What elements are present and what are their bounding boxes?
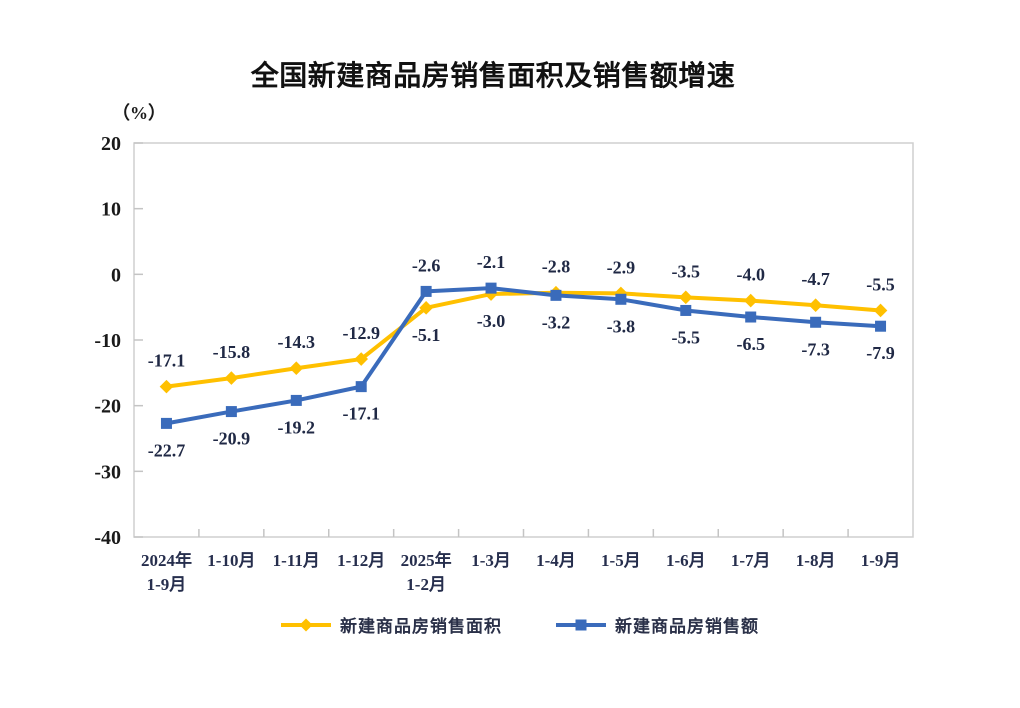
x-category-label: 1-4月 xyxy=(536,551,576,570)
legend-line-square-icon xyxy=(556,619,606,630)
y-tick-label: -30 xyxy=(94,461,121,483)
data-point-marker-diamond xyxy=(808,298,823,312)
data-label: -2.8 xyxy=(542,257,571,277)
x-category-label: 1-3月 xyxy=(471,551,511,570)
series-line-sales-area xyxy=(166,290,881,389)
data-label: -4.7 xyxy=(801,269,830,289)
data-point-marker-square xyxy=(680,304,692,316)
x-category-label-line: 1-10月 xyxy=(207,551,255,570)
data-label: -22.7 xyxy=(148,440,186,460)
chart-title: 全国新建商品房销售面积及销售额增速 xyxy=(250,60,736,91)
data-point-marker-square xyxy=(875,320,887,332)
x-category-label: 1-9月 xyxy=(861,551,901,570)
data-label: -2.9 xyxy=(607,257,636,277)
data-point-marker-diamond xyxy=(419,301,433,315)
data-label: -15.8 xyxy=(213,342,251,362)
y-tick-label: -40 xyxy=(94,527,121,549)
data-point-marker-diamond xyxy=(678,290,693,305)
x-category-label: 2025年 1-2月 xyxy=(401,550,452,594)
x-category-label-line: 2024年 xyxy=(141,550,192,570)
x-category-label: 1-8月 xyxy=(796,551,836,570)
data-label: -2.1 xyxy=(477,252,506,272)
series-line-sales-value xyxy=(166,286,881,426)
data-point-marker-square xyxy=(420,285,432,297)
data-point-marker-square xyxy=(485,282,497,294)
x-category-label: 1-12月 xyxy=(337,551,385,570)
data-label: -7.9 xyxy=(866,343,895,363)
data-label: -12.9 xyxy=(342,323,380,343)
data-point-marker-square xyxy=(355,381,367,393)
data-label: -4.0 xyxy=(736,265,765,285)
data-point-marker-diamond xyxy=(289,361,304,376)
x-category-label: 1-10月 xyxy=(207,551,255,570)
y-axis-unit-label: （%） xyxy=(112,103,166,123)
data-point-marker-diamond xyxy=(743,293,758,308)
data-label: -3.5 xyxy=(672,261,701,281)
x-category-label-line: 1-9月 xyxy=(147,575,187,594)
x-category-label: 1-11月 xyxy=(273,551,320,570)
legend-diamond-icon xyxy=(299,618,313,631)
x-category-label-line: 1-9月 xyxy=(861,551,901,570)
data-label: -7.3 xyxy=(801,339,830,359)
x-category-label: 1-6月 xyxy=(666,551,706,570)
data-point-marker-square xyxy=(615,293,627,305)
x-category-label-line: 2025年 xyxy=(401,550,452,570)
data-point-marker-square xyxy=(810,316,822,328)
legend-label-sales-value: 新建商品房销售额 xyxy=(615,617,759,636)
x-category-label-line: 1-5月 xyxy=(601,551,641,570)
y-tick-label: -20 xyxy=(94,396,121,418)
x-category-label-line: 1-2月 xyxy=(406,575,446,594)
data-point-marker-diamond xyxy=(224,371,239,385)
data-label: -20.9 xyxy=(213,429,251,449)
plot-frame xyxy=(133,142,914,538)
y-tick-label: 0 xyxy=(111,264,121,286)
legend: 新建商品房销售面积 新建商品房销售额 xyxy=(0,612,1020,637)
data-point-marker-diamond xyxy=(873,303,888,318)
data-label: -5.1 xyxy=(412,325,441,345)
x-category-label-line: 1-8月 xyxy=(796,551,836,570)
y-tick-label: 20 xyxy=(101,133,121,155)
x-category-label-line: 1-11月 xyxy=(273,551,320,570)
legend-line-diamond-icon xyxy=(281,618,331,631)
x-category-label-line: 1-12月 xyxy=(337,551,385,570)
data-point-marker-diamond xyxy=(354,352,369,366)
data-point-marker-square xyxy=(290,394,302,406)
x-category-label-line: 1-6月 xyxy=(666,551,706,570)
legend-item-sales-area: 新建商品房销售面积 xyxy=(281,612,502,637)
legend-label-sales-area: 新建商品房销售面积 xyxy=(340,617,502,636)
data-label: -2.6 xyxy=(412,255,441,275)
data-point-marker-square xyxy=(550,289,562,301)
legend-item-sales-value: 新建商品房销售额 xyxy=(556,612,759,637)
x-category-label: 1-7月 xyxy=(731,551,771,570)
data-label: -17.1 xyxy=(148,351,186,371)
data-label: -3.8 xyxy=(607,316,636,336)
data-label: -6.5 xyxy=(736,334,765,354)
data-point-marker-diamond xyxy=(159,379,174,394)
data-point-marker-diamond xyxy=(614,286,628,301)
x-category-label-line: 1-4月 xyxy=(536,551,576,570)
data-label: -19.2 xyxy=(278,417,316,437)
data-label: -5.5 xyxy=(866,274,895,294)
x-category-label-line: 1-3月 xyxy=(471,551,511,570)
y-tick-label: 10 xyxy=(101,199,121,221)
data-point-marker-square xyxy=(225,406,237,418)
data-label: -14.3 xyxy=(278,332,316,352)
x-category-label: 1-5月 xyxy=(601,551,641,570)
data-label: -17.1 xyxy=(342,404,380,424)
data-label: -5.5 xyxy=(672,327,701,347)
x-category-label: 2024年 1-9月 xyxy=(141,550,192,594)
data-label: -3.0 xyxy=(477,311,506,331)
data-point-marker-square xyxy=(160,417,172,429)
data-point-marker-square xyxy=(745,311,757,323)
y-tick-label: -10 xyxy=(94,330,121,352)
data-label: -3.2 xyxy=(542,312,571,332)
legend-square-icon xyxy=(575,619,587,630)
x-category-label-line: 1-7月 xyxy=(731,551,771,570)
